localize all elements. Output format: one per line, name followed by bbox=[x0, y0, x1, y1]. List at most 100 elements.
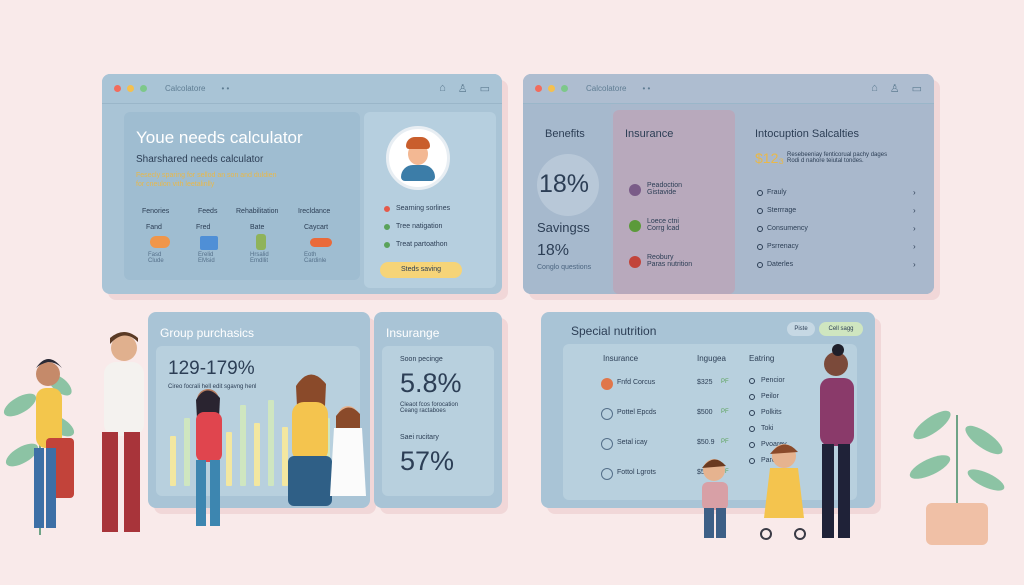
chat-icon[interactable]: ▭ bbox=[479, 83, 490, 95]
row-flag: PF bbox=[721, 439, 729, 445]
intocuption-item[interactable]: Psrrenacy bbox=[767, 243, 799, 250]
calc-card[interactable]: Fand Fasd Clude bbox=[140, 222, 180, 272]
option-radio[interactable] bbox=[384, 224, 390, 230]
user-icon[interactable]: ♙ bbox=[457, 83, 468, 95]
maximize-dot[interactable] bbox=[561, 85, 568, 92]
eating-radio[interactable] bbox=[749, 426, 755, 432]
chevron-right-icon[interactable]: › bbox=[913, 206, 916, 215]
insurance-item[interactable]: Peadoction Gistavide bbox=[647, 182, 683, 196]
intocuption-item[interactable]: Consumency bbox=[767, 225, 808, 232]
stat2-value: 57% bbox=[400, 446, 455, 476]
bottle-icon bbox=[256, 234, 266, 250]
row-flag: PF bbox=[721, 409, 729, 415]
leaf-icon bbox=[601, 438, 613, 450]
eating-radio[interactable] bbox=[749, 378, 755, 384]
savings-value: 18% bbox=[537, 242, 570, 259]
eating-item[interactable]: Polkits bbox=[761, 409, 782, 416]
family-right-illustration bbox=[702, 344, 854, 540]
eating-item[interactable]: Pvoarey bbox=[761, 441, 787, 448]
column-header: Feeds bbox=[198, 208, 218, 215]
eating-item[interactable]: Toki bbox=[761, 425, 774, 432]
column-header: Rehabilitation bbox=[236, 208, 279, 215]
chat-icon[interactable]: ▭ bbox=[911, 83, 922, 95]
close-dot[interactable] bbox=[535, 85, 542, 92]
list-bullet bbox=[757, 226, 763, 232]
table-row[interactable]: Pottel Epcds $500 PF bbox=[599, 406, 739, 422]
stat1-note: Cleaot fcos forocation Ceang ractaboes bbox=[400, 402, 459, 414]
intocuption-item[interactable]: Daterles bbox=[767, 261, 794, 268]
insurance-heading: Insurance bbox=[625, 128, 674, 140]
minimize-dot[interactable] bbox=[548, 85, 555, 92]
intocuption-item[interactable]: Sterrrage bbox=[767, 207, 797, 214]
calc-card[interactable]: Bate Hrsalid Emdllit bbox=[244, 222, 284, 272]
chevron-right-icon[interactable]: › bbox=[913, 188, 916, 197]
food-icon bbox=[150, 236, 170, 248]
tab-title[interactable]: Calcolatore bbox=[586, 84, 627, 93]
leaf-icon bbox=[601, 468, 613, 480]
chevron-right-icon[interactable]: › bbox=[913, 224, 916, 233]
option-label[interactable]: Treat partoathon bbox=[396, 241, 448, 248]
card-label: Caycart bbox=[304, 224, 329, 231]
benefits-window: Calcolatore • • ⌂ ♙ ▭ Benefits 18% Savin… bbox=[523, 74, 934, 294]
option-radio[interactable] bbox=[384, 242, 390, 248]
avatar bbox=[386, 126, 450, 190]
insurance-panel: Insurance Peadoction Gistavide Loece ctn… bbox=[613, 110, 735, 294]
calculator-title: Youe needs calculator bbox=[136, 128, 303, 147]
intocuption-heading: Intocuption Salcalties bbox=[755, 128, 859, 140]
table-row[interactable]: Setal icay $50.9 PF bbox=[599, 436, 739, 452]
column-header: Insurance bbox=[603, 354, 639, 363]
calc-card[interactable]: Fred Erelid EMsid bbox=[190, 222, 230, 272]
eating-radio[interactable] bbox=[749, 394, 755, 400]
list-bullet bbox=[757, 190, 763, 196]
row-price: $50.9 bbox=[697, 439, 715, 446]
chevron-right-icon[interactable]: › bbox=[913, 260, 916, 269]
table-row[interactable]: Fnfd Corcus $325 PF bbox=[599, 376, 739, 392]
list-bullet bbox=[757, 208, 763, 214]
minimize-dot[interactable] bbox=[127, 85, 134, 92]
tab-nav-icon[interactable]: • • bbox=[642, 84, 651, 93]
close-dot[interactable] bbox=[114, 85, 121, 92]
row-name: Fnfd Corcus bbox=[617, 379, 656, 386]
chart-bar bbox=[184, 418, 190, 486]
eating-item[interactable]: Pareer bbox=[761, 457, 783, 464]
calculator-window: Calcolatore • • ⌂ ♙ ▭ Youe needs calcula… bbox=[102, 74, 502, 294]
eating-radio[interactable] bbox=[749, 410, 755, 416]
option-radio[interactable] bbox=[384, 206, 390, 212]
calculator-description-line1: Fesecly sparing for sellod an son and du… bbox=[136, 172, 277, 179]
filter-pill-active[interactable]: Cell sagg bbox=[819, 322, 863, 336]
maximize-dot[interactable] bbox=[140, 85, 147, 92]
option-label[interactable]: Tree natigation bbox=[396, 223, 443, 230]
home-icon[interactable]: ⌂ bbox=[871, 82, 878, 94]
eating-item[interactable]: Pencior bbox=[761, 377, 785, 384]
document-icon bbox=[200, 236, 218, 250]
intocuption-item[interactable]: Frauly bbox=[767, 189, 787, 196]
food-icon bbox=[601, 378, 613, 390]
option-label[interactable]: Searning sorlines bbox=[396, 205, 451, 212]
calculator-subtitle: Sharshared needs calculator bbox=[136, 154, 264, 165]
list-bullet bbox=[757, 244, 763, 250]
chart-bar bbox=[282, 427, 288, 486]
insurance-item[interactable]: Reobury Paras nutrition bbox=[647, 254, 693, 268]
row-name: Pottel Epcds bbox=[617, 409, 657, 416]
chevron-right-icon[interactable]: › bbox=[913, 242, 916, 251]
stat2-label: Saei rucitary bbox=[400, 434, 439, 441]
benefits-circle bbox=[537, 154, 599, 216]
eating-item[interactable]: Peilor bbox=[761, 393, 779, 400]
group-title: Group purchasics bbox=[160, 326, 255, 340]
tab-title[interactable]: Calcolatore bbox=[165, 84, 206, 93]
group-range: 129-179% bbox=[168, 358, 255, 379]
tab-nav-icon[interactable]: • • bbox=[221, 84, 230, 93]
chart-bar bbox=[254, 423, 260, 486]
card-sub: Fasd Clude bbox=[148, 252, 164, 264]
start-saving-button[interactable]: Steds saving bbox=[380, 262, 462, 278]
filter-pill[interactable]: Piste bbox=[787, 322, 815, 336]
row-price: $500 bbox=[697, 409, 713, 416]
insurance-item[interactable]: Loece ctni Corrg lcad bbox=[647, 218, 680, 232]
pill-icon bbox=[310, 238, 332, 247]
user-icon[interactable]: ♙ bbox=[889, 83, 900, 95]
home-icon[interactable]: ⌂ bbox=[439, 82, 446, 94]
benefits-panel: Benefits 18% Savingss 18% Conglo questio… bbox=[523, 104, 611, 294]
calc-card[interactable]: Caycart Eoth Cardinle bbox=[300, 222, 344, 272]
eating-radio[interactable] bbox=[749, 442, 755, 448]
eating-radio[interactable] bbox=[749, 458, 755, 464]
